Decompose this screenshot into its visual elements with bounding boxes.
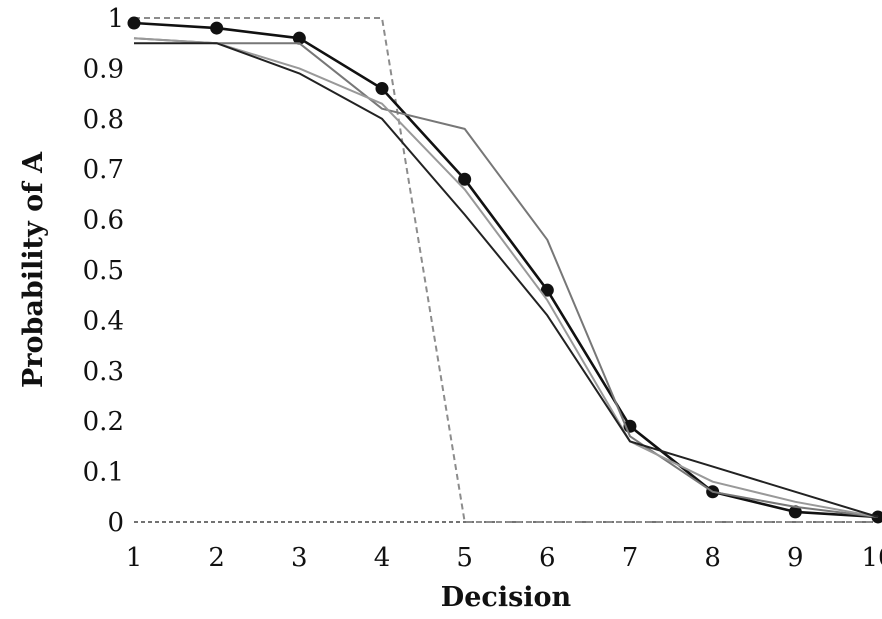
x-tick-label: 6 — [539, 543, 556, 573]
x-tick-label: 9 — [787, 543, 804, 573]
x-axis-title: Decision — [441, 582, 572, 613]
y-tick-label: 0.2 — [83, 407, 124, 437]
x-tick-label: 1 — [126, 543, 143, 573]
data-point — [376, 82, 389, 95]
series-5-line — [134, 43, 878, 517]
data-point — [210, 22, 223, 35]
y-tick-label: 0.8 — [83, 105, 124, 135]
series-2-line — [134, 23, 878, 517]
y-axis-title: Probability of A — [18, 151, 49, 388]
series-1 — [134, 18, 878, 522]
y-tick-label: 0.4 — [83, 306, 124, 336]
y-tick-label: 1 — [107, 4, 124, 34]
y-tick-label: 0.1 — [83, 458, 124, 488]
x-tick-label: 7 — [622, 543, 639, 573]
y-tick-label: 0.5 — [83, 256, 124, 286]
series-layer — [128, 17, 882, 524]
y-tick-label: 0.9 — [83, 54, 124, 84]
series-3 — [134, 38, 878, 517]
y-tick-label: 0 — [107, 508, 124, 538]
series-5 — [134, 43, 878, 517]
y-tick-label: 0.6 — [83, 206, 124, 236]
series-2 — [128, 17, 882, 524]
x-tick-label: 5 — [456, 543, 473, 573]
y-axis-ticks: 0 0.1 0.2 0.3 0.4 0.5 0.6 0.7 0.8 0.9 1 — [83, 4, 124, 538]
series-1-line — [134, 18, 878, 522]
series-4 — [134, 38, 878, 517]
x-tick-label: 4 — [374, 543, 391, 573]
x-tick-label: 2 — [208, 543, 225, 573]
x-tick-label: 10 — [861, 543, 882, 573]
x-tick-label: 8 — [704, 543, 721, 573]
y-tick-label: 0.7 — [83, 155, 124, 185]
x-axis-ticks: 1 2 3 4 5 6 7 8 9 10 — [126, 543, 882, 573]
series-4-line — [134, 38, 878, 517]
x-tick-label: 3 — [291, 543, 308, 573]
data-point — [128, 17, 141, 30]
y-tick-label: 0.3 — [83, 357, 124, 387]
series-3-line — [134, 38, 878, 517]
